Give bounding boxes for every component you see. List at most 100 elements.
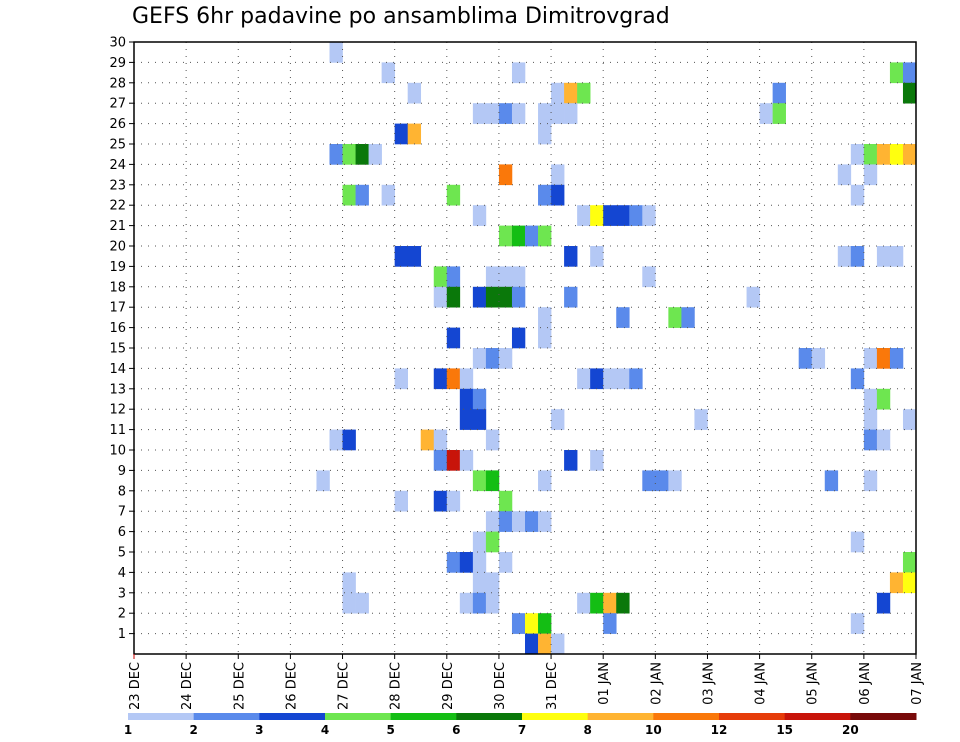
heatmap-cell bbox=[511, 225, 526, 247]
heatmap-cell bbox=[564, 103, 578, 124]
heatmap-cell bbox=[498, 552, 513, 573]
heatmap-cell bbox=[342, 144, 356, 165]
heatmap-cell bbox=[342, 572, 356, 594]
heatmap-cell bbox=[472, 572, 487, 594]
y-tick-label: 25 bbox=[109, 138, 126, 153]
heatmap-cell bbox=[590, 246, 604, 267]
heatmap-cell bbox=[511, 511, 526, 532]
heatmap-cell bbox=[394, 246, 408, 267]
heatmap-cell bbox=[472, 470, 487, 492]
heatmap-cell bbox=[642, 205, 656, 226]
heatmap-cell bbox=[342, 592, 356, 614]
y-tick-label: 5 bbox=[118, 546, 126, 561]
heatmap-cell bbox=[498, 164, 513, 186]
heatmap-cell bbox=[498, 511, 513, 532]
heatmap-cell bbox=[902, 144, 917, 165]
heatmap-cell bbox=[850, 144, 865, 165]
x-tick-label: 01 JAN bbox=[597, 662, 612, 705]
heatmap-cell bbox=[772, 82, 786, 104]
heatmap-cell bbox=[837, 246, 852, 267]
heatmap-cell bbox=[590, 205, 604, 226]
colorbar-swatch bbox=[259, 713, 326, 720]
colorbar-swatch bbox=[784, 713, 851, 720]
heatmap-cell bbox=[329, 144, 343, 165]
colorbar-label: 7 bbox=[518, 723, 526, 737]
heatmap-cell bbox=[811, 348, 826, 369]
colorbar-swatch bbox=[325, 713, 392, 720]
heatmap-cell bbox=[889, 246, 904, 267]
heatmap-cell bbox=[498, 490, 513, 512]
heatmap-cell bbox=[564, 450, 578, 471]
heatmap-cell bbox=[342, 184, 356, 206]
colorbar-label: 4 bbox=[321, 723, 329, 737]
colorbar-swatch bbox=[128, 713, 195, 720]
y-tick-label: 19 bbox=[109, 260, 126, 275]
y-tick-label: 8 bbox=[118, 484, 126, 499]
y-tick-label: 9 bbox=[118, 464, 126, 479]
heatmap-cell bbox=[394, 123, 408, 145]
heatmap-cell bbox=[577, 205, 591, 226]
heatmap-cell bbox=[498, 286, 513, 308]
heatmap-cell bbox=[538, 123, 552, 145]
heatmap-cell bbox=[642, 470, 656, 492]
heatmap-cell bbox=[863, 409, 878, 430]
x-tick-label: 24 DEC bbox=[180, 662, 195, 710]
heatmap-cell bbox=[420, 429, 435, 451]
heatmap-cell bbox=[316, 470, 330, 492]
heatmap-cell bbox=[329, 429, 343, 451]
heatmap-cell bbox=[577, 82, 591, 104]
y-tick-label: 12 bbox=[109, 403, 126, 418]
x-tick-label: 26 DEC bbox=[284, 662, 299, 710]
y-tick-label: 2 bbox=[118, 607, 126, 622]
y-tick-label: 13 bbox=[109, 382, 126, 397]
heatmap-cell bbox=[485, 470, 500, 492]
heatmap-cell bbox=[694, 409, 708, 430]
heatmap-cell bbox=[538, 470, 552, 492]
heatmap-cell bbox=[642, 266, 656, 288]
heatmap-cell bbox=[863, 144, 878, 165]
heatmap-cell bbox=[629, 368, 643, 390]
heatmap-cell bbox=[407, 82, 422, 104]
heatmap-cell bbox=[525, 633, 539, 655]
y-tick-label: 1 bbox=[118, 627, 126, 642]
heatmap-cell bbox=[616, 205, 630, 226]
heatmap-cell bbox=[902, 62, 917, 84]
heatmap-cell bbox=[863, 429, 878, 451]
heatmap-cell bbox=[603, 613, 617, 634]
heatmap-cell bbox=[902, 409, 917, 430]
y-tick-label: 27 bbox=[109, 97, 126, 112]
x-tick-label: 25 DEC bbox=[232, 662, 247, 710]
heatmap-cell bbox=[876, 592, 891, 614]
heatmap-cell bbox=[498, 348, 513, 369]
y-tick-label: 26 bbox=[109, 117, 126, 132]
heatmap-cell bbox=[472, 103, 487, 124]
y-axis: 1234567891011121314151617181920212223242… bbox=[109, 36, 134, 642]
heatmap-cell bbox=[485, 266, 500, 288]
heatmap-cell bbox=[603, 205, 617, 226]
heatmap-cell bbox=[407, 123, 422, 145]
colorbar-label: 15 bbox=[776, 723, 793, 737]
heatmap-cell bbox=[446, 184, 461, 206]
y-tick-label: 18 bbox=[109, 280, 126, 295]
heatmap-cell bbox=[538, 225, 552, 247]
heatmap-cell bbox=[446, 266, 461, 288]
heatmap-cell bbox=[485, 511, 500, 532]
heatmap-cell bbox=[863, 388, 878, 410]
heatmap-cell bbox=[538, 327, 552, 349]
y-tick-label: 11 bbox=[109, 423, 126, 438]
heatmap-cell bbox=[485, 592, 500, 614]
heatmap-cell bbox=[551, 103, 565, 124]
x-tick-label: 06 JAN bbox=[858, 662, 873, 705]
heatmap-cell bbox=[472, 531, 487, 553]
heatmap-cell bbox=[485, 572, 500, 594]
colorbar-swatch bbox=[456, 713, 523, 720]
heatmap-cell bbox=[616, 307, 630, 328]
heatmap-cell bbox=[863, 470, 878, 492]
heatmap-cell bbox=[850, 184, 865, 206]
heatmap-cell bbox=[485, 429, 500, 451]
heatmap-cell bbox=[433, 490, 448, 512]
heatmap-cell bbox=[446, 490, 461, 512]
colorbar-label: 10 bbox=[645, 723, 662, 737]
heatmap-cell bbox=[485, 531, 500, 553]
